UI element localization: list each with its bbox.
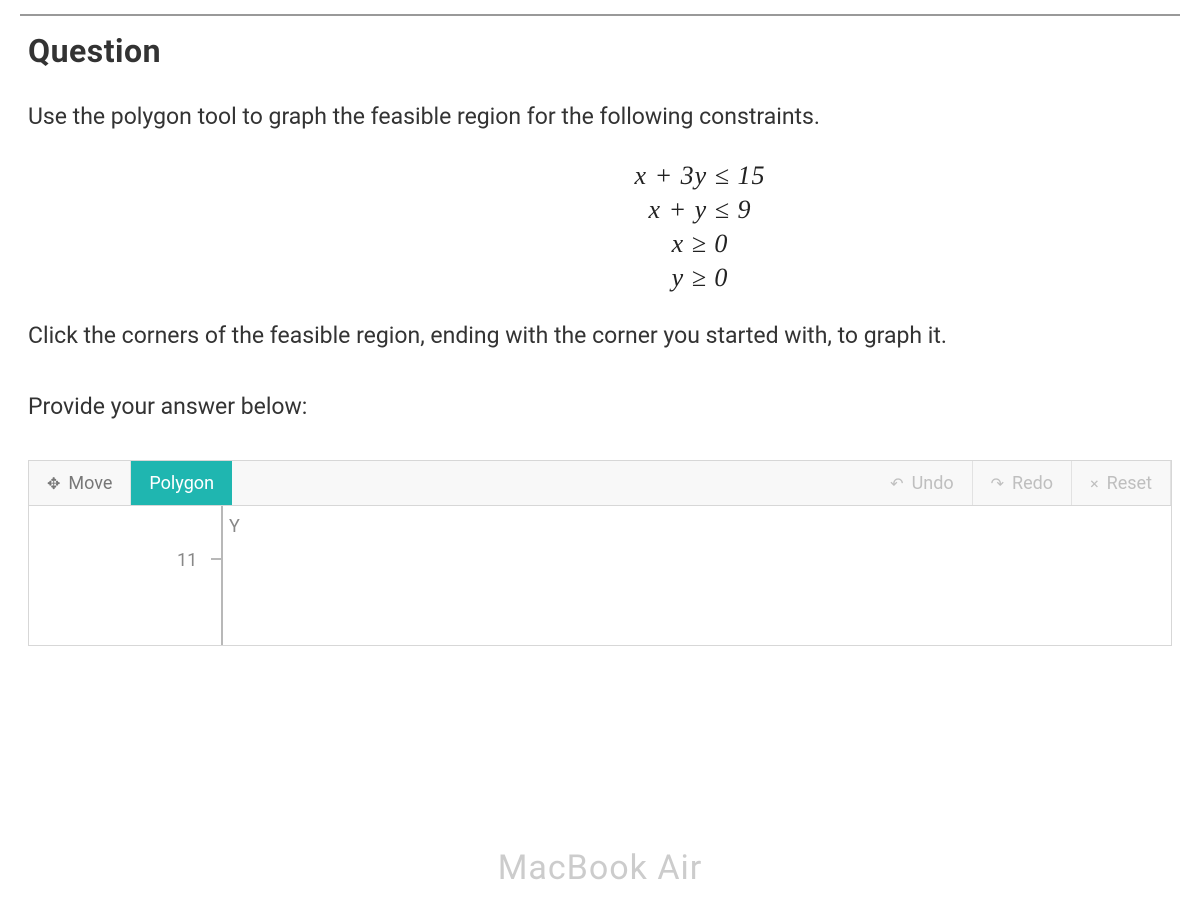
redo-label: Redo bbox=[1012, 473, 1053, 494]
constraint-3: x ≥ 0 bbox=[228, 229, 1172, 259]
toolbar: ✥ Move Polygon ↶ Undo ↷ Redo × Reset bbox=[28, 460, 1172, 506]
graph-tool: ✥ Move Polygon ↶ Undo ↷ Redo × Reset Y bbox=[28, 460, 1172, 646]
y-tick-mark-11 bbox=[211, 558, 221, 560]
toolbar-right: ↶ Undo ↷ Redo × Reset bbox=[872, 461, 1171, 505]
redo-icon: ↷ bbox=[991, 474, 1004, 493]
undo-button[interactable]: ↶ Undo bbox=[872, 461, 972, 505]
y-axis-label: Y bbox=[229, 516, 240, 537]
y-axis bbox=[221, 506, 223, 645]
click-instruction: Click the corners of the feasible region… bbox=[28, 319, 1172, 354]
redo-button[interactable]: ↷ Redo bbox=[973, 461, 1072, 505]
move-label: Move bbox=[68, 473, 112, 494]
watermark: MacBook Air bbox=[498, 848, 703, 888]
move-button[interactable]: ✥ Move bbox=[29, 461, 131, 505]
move-icon: ✥ bbox=[47, 474, 60, 493]
question-container: Question Use the polygon tool to graph t… bbox=[0, 16, 1200, 420]
toolbar-left: ✥ Move Polygon bbox=[29, 461, 232, 505]
constraint-4: y ≥ 0 bbox=[228, 263, 1172, 293]
y-tick-11: 11 bbox=[177, 550, 197, 571]
graph-canvas[interactable]: Y 11 bbox=[28, 506, 1172, 646]
undo-icon: ↶ bbox=[890, 474, 903, 493]
constraint-1: x + 3y ≤ 15 bbox=[228, 161, 1172, 191]
reset-button[interactable]: × Reset bbox=[1072, 461, 1171, 505]
reset-label: Reset bbox=[1107, 473, 1152, 494]
polygon-button[interactable]: Polygon bbox=[131, 461, 232, 505]
reset-icon: × bbox=[1090, 474, 1099, 493]
undo-label: Undo bbox=[912, 473, 954, 494]
instruction-text: Use the polygon tool to graph the feasib… bbox=[28, 100, 1172, 135]
constraint-2: x + y ≤ 9 bbox=[228, 195, 1172, 225]
constraints-block: x + 3y ≤ 15 x + y ≤ 9 x ≥ 0 y ≥ 0 bbox=[28, 161, 1172, 293]
answer-prompt: Provide your answer below: bbox=[28, 393, 1172, 420]
polygon-label: Polygon bbox=[149, 473, 214, 494]
question-heading: Question bbox=[28, 32, 1172, 70]
